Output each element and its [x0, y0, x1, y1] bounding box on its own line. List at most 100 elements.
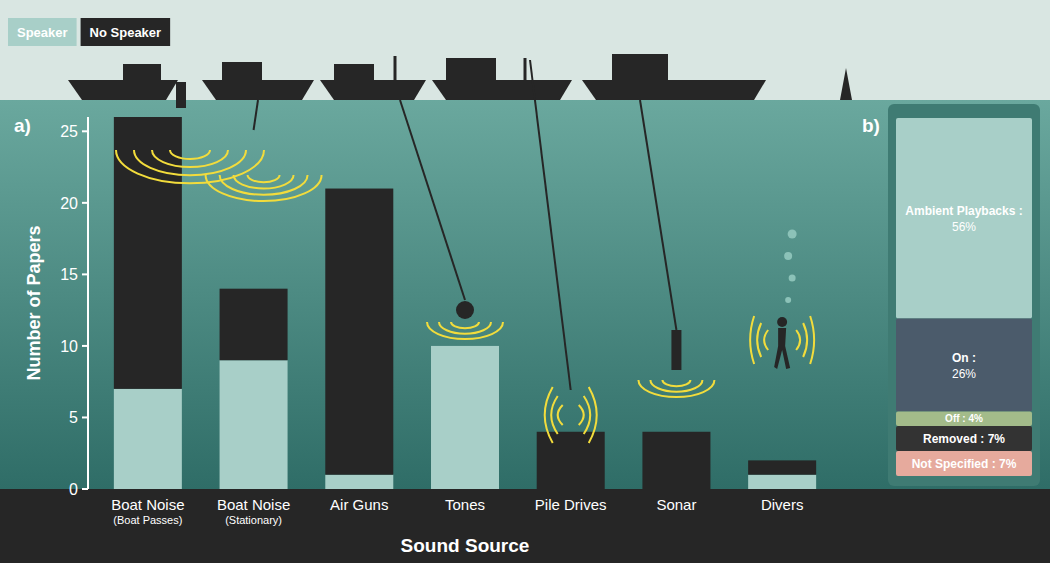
x-tick-label: Tones	[445, 496, 485, 513]
wave	[803, 323, 807, 357]
bubble	[785, 297, 791, 303]
y-tick-label: 15	[60, 266, 78, 283]
wave	[796, 330, 800, 350]
y-tick-label: 0	[69, 481, 78, 498]
bar	[325, 475, 393, 489]
diver-waves	[750, 316, 814, 364]
x-tick-label: Air Guns	[330, 496, 388, 513]
legend-swatch	[81, 18, 171, 46]
boat-hull	[582, 80, 766, 100]
legend-item: No Speaker	[81, 18, 171, 46]
panel-label: b)	[862, 115, 880, 136]
y-tick	[82, 345, 88, 347]
chart: 0510152025Number of PapersBoat Noise(Boa…	[0, 0, 1050, 563]
panel-b-bars	[896, 118, 1032, 476]
wave	[134, 150, 246, 175]
wave	[116, 150, 264, 183]
legend-swatch	[8, 18, 77, 46]
x-tick-label: Pile Drives	[535, 496, 607, 513]
outboard-motor	[176, 82, 186, 108]
bar	[114, 389, 182, 489]
segment-value: 4%	[968, 413, 983, 424]
bubble	[789, 275, 796, 282]
cables	[254, 60, 677, 390]
boat-hull	[68, 80, 178, 100]
wave	[451, 322, 479, 328]
buoy	[840, 68, 852, 100]
sound-waves	[116, 150, 714, 397]
wave	[439, 322, 491, 334]
x-tick-label: Sonar	[656, 496, 696, 513]
wave	[650, 380, 702, 392]
x-tick-line: Boat Noise	[111, 496, 184, 513]
diver-head	[777, 317, 787, 327]
bar	[537, 432, 605, 489]
wave	[206, 175, 322, 201]
cable	[254, 100, 258, 130]
cable	[530, 60, 571, 390]
wave	[248, 175, 280, 182]
bar	[114, 117, 182, 389]
wave	[750, 316, 754, 364]
segment-value: 7%	[988, 432, 1006, 446]
y-tick	[82, 202, 88, 204]
wave	[545, 387, 553, 443]
bar	[325, 189, 393, 475]
wave	[662, 380, 690, 386]
diver	[774, 317, 790, 369]
bubble	[788, 230, 797, 239]
segment-value: 26%	[952, 367, 976, 381]
boat-hull	[320, 80, 426, 100]
bar	[431, 346, 499, 489]
legend-label: Speaker	[17, 25, 68, 40]
segment-label: Removed : 7%	[923, 432, 1005, 446]
boat-cabin	[123, 64, 161, 80]
wave	[152, 150, 228, 167]
boat-cabin	[222, 62, 262, 80]
cable	[640, 100, 676, 330]
tone-source	[456, 301, 474, 319]
x-tick-line: (Stationary)	[225, 514, 282, 526]
boat-cabin	[612, 54, 668, 80]
segment-name: On :	[952, 351, 976, 365]
segment	[896, 451, 1032, 476]
bar	[642, 432, 710, 489]
x-tick-line: (Boat Passes)	[113, 514, 182, 526]
legend-item: Speaker	[8, 18, 77, 46]
bar	[220, 360, 288, 489]
water	[0, 100, 1050, 489]
x-tick-label: Boat Noise(Boat Passes)	[111, 496, 184, 526]
segment	[896, 426, 1032, 451]
bar	[431, 345, 499, 346]
y-tick-label: 25	[60, 123, 78, 140]
y-tick	[82, 488, 88, 490]
wave	[220, 175, 308, 195]
segment-label: Off : 4%	[945, 413, 983, 424]
bar	[220, 289, 288, 361]
mast	[524, 58, 527, 80]
cable	[400, 100, 465, 300]
y-axis-line	[87, 117, 89, 489]
sky	[0, 0, 1050, 100]
y-tick-label: 20	[60, 195, 78, 212]
panel-label: a)	[14, 115, 31, 136]
boat-cabin	[446, 58, 496, 80]
sonar-source	[671, 330, 681, 370]
segment	[896, 318, 1032, 411]
wave	[579, 405, 584, 425]
wave	[558, 405, 563, 425]
bar	[748, 475, 816, 489]
wave	[810, 316, 814, 364]
wave	[589, 387, 597, 443]
wave	[551, 396, 558, 434]
segment	[896, 412, 1032, 426]
segment-value: 7%	[999, 457, 1017, 471]
wave	[764, 330, 768, 350]
boat-hull	[432, 80, 572, 100]
ground	[0, 489, 1050, 563]
wave	[638, 380, 714, 397]
x-tick-label: Boat Noise(Stationary)	[217, 496, 290, 526]
boat-hull	[202, 80, 314, 100]
y-tick	[82, 273, 88, 275]
y-axis-title: Number of Papers	[24, 225, 44, 380]
